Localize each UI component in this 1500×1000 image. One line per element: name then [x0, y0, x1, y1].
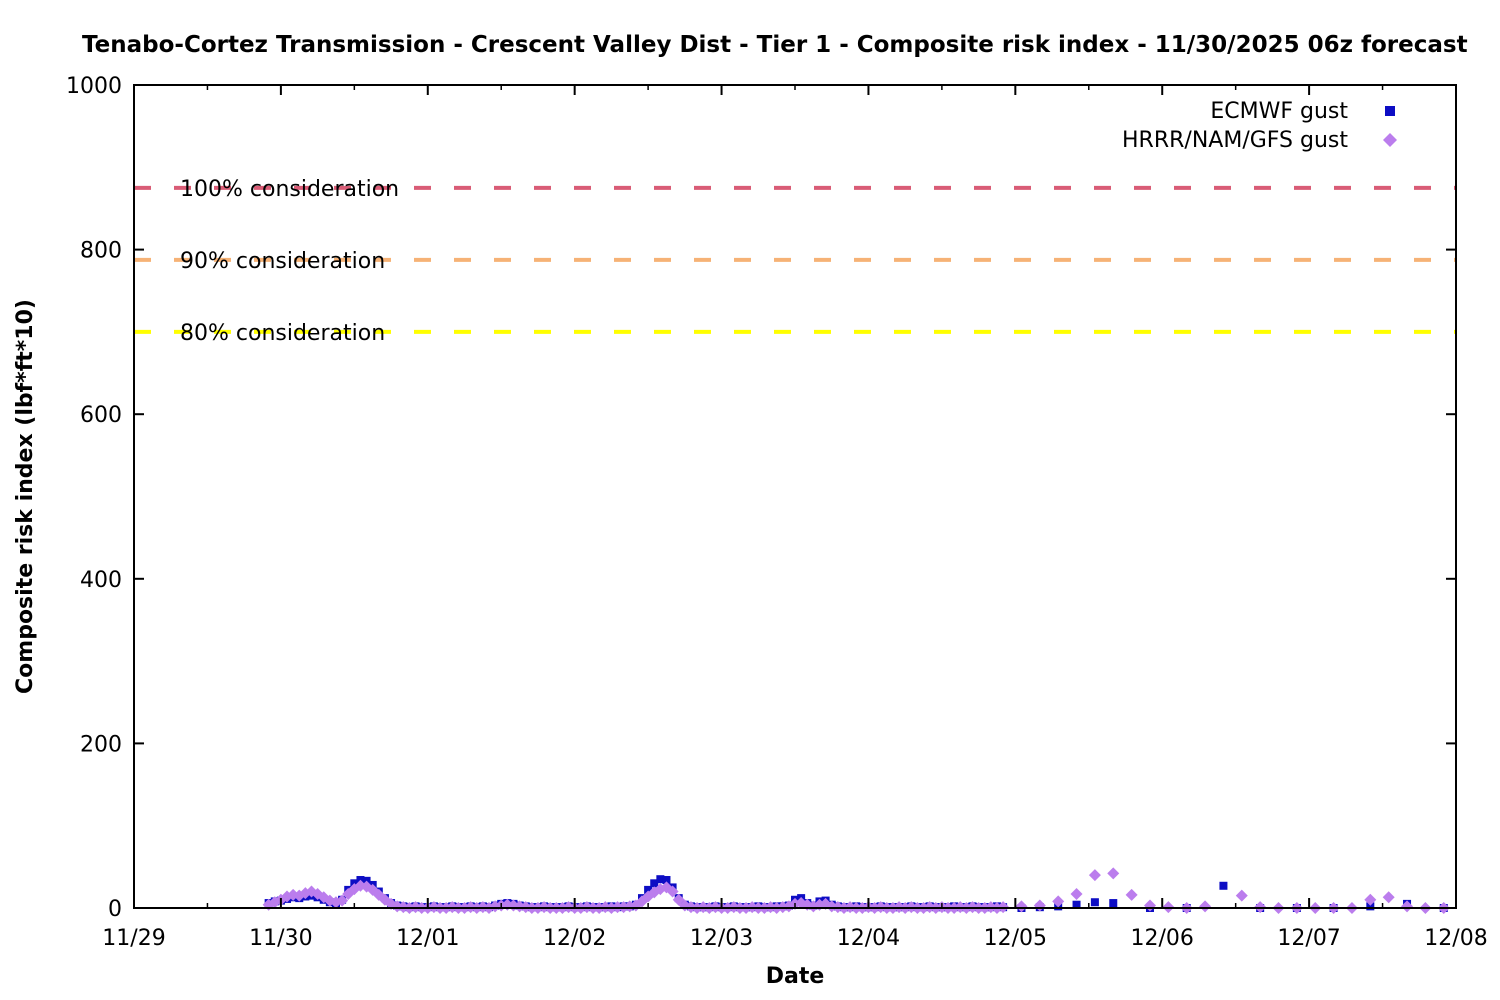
x-axis-title: Date [766, 964, 825, 989]
threshold-label-2: 80% consideration [180, 321, 385, 346]
y-tick-label-5: 1000 [66, 74, 122, 99]
legend: ECMWF gust HRRR/NAM/GFS gust [1122, 99, 1397, 153]
x-tick-label-4: 12/03 [690, 926, 753, 951]
y-tick-label-3: 600 [80, 403, 122, 428]
x-tick-label-1: 11/30 [249, 926, 312, 951]
x-tick-label-0: 11/29 [102, 926, 165, 951]
plot-border [133, 84, 1457, 909]
x-tick-label-5: 12/04 [837, 926, 900, 951]
threshold-label-1: 90% consideration [180, 249, 385, 274]
x-tick-label-2: 12/01 [396, 926, 459, 951]
y-axis-title: Composite risk index (lbf*ft*10) [13, 299, 38, 694]
x-tick-label-8: 12/07 [1277, 926, 1340, 951]
chart-title: Tenabo-Cortez Transmission - Crescent Va… [82, 32, 1468, 58]
y-tick-label-1: 200 [80, 732, 122, 757]
axes: 11/29 11/30 12/01 12/02 12/03 12/04 12/05 12/06… [66, 74, 1488, 951]
axis-labels: Date Composite risk index (lbf*ft*10) [13, 299, 824, 989]
x-tick-label-3: 12/02 [543, 926, 606, 951]
y-tick-label-2: 400 [80, 568, 122, 593]
x-tick-label-6: 12/05 [984, 926, 1047, 951]
legend-label-1: HRRR/NAM/GFS gust [1122, 128, 1348, 153]
x-tick-label-9: 12/08 [1424, 926, 1487, 951]
y-tick-label-4: 800 [80, 239, 122, 264]
legend-marker-diamond [1383, 133, 1397, 147]
legend-marker-square [1385, 106, 1395, 116]
y-tick-label-0: 0 [108, 897, 122, 922]
threshold-lines: 100% consideration 90% consideration 80% c… [134, 177, 1456, 346]
legend-label-0: ECMWF gust [1210, 99, 1348, 124]
x-tick-label-7: 12/06 [1131, 926, 1194, 951]
threshold-label-0: 100% consideration [180, 177, 399, 202]
